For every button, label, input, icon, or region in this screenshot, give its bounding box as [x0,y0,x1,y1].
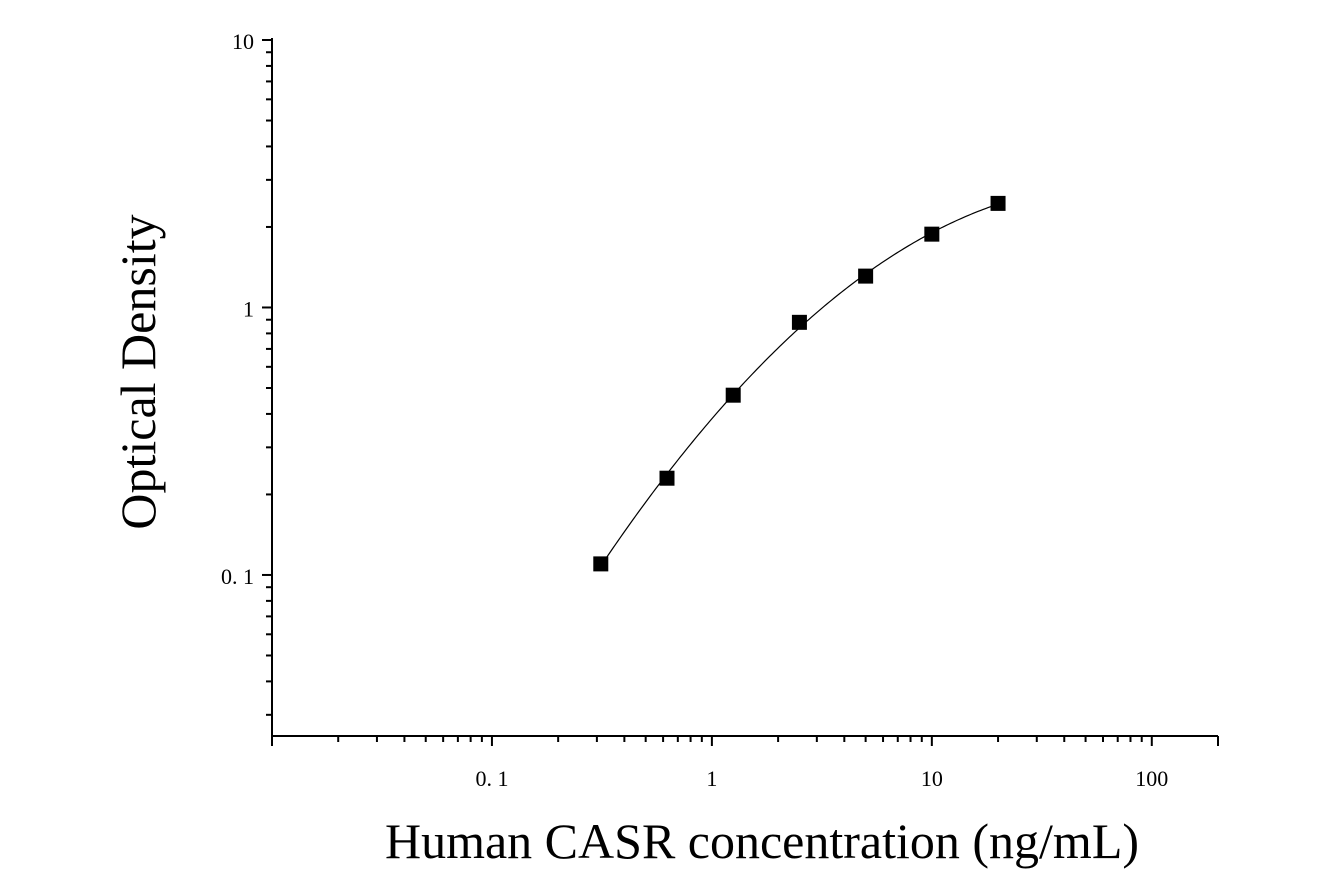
data-points [593,195,1006,572]
x-tick-label: 1 [706,766,717,791]
x-axis-title: Human CASR concentration (ng/mL) [385,813,1139,869]
data-point-marker [990,195,1006,211]
y-axis-title: Optical Density [110,214,166,529]
data-point-marker [791,314,807,330]
data-point-marker [858,268,874,284]
fit-curve [600,203,999,567]
data-point-marker [924,226,940,242]
y-tick-label: 0. 1 [221,564,254,589]
axes: 0. 1 1 10 100 0. 1 1 10 [221,29,1219,791]
data-point-marker [659,470,675,486]
x-tick-label: 0. 1 [475,766,508,791]
fit-curve-line [600,203,999,567]
data-point-marker [593,556,609,572]
x-tick-label: 100 [1135,766,1168,791]
y-tick-label: 10 [232,29,254,54]
data-point-marker [725,387,741,403]
y-tick-label: 1 [243,296,254,321]
x-tick-label: 10 [921,766,943,791]
